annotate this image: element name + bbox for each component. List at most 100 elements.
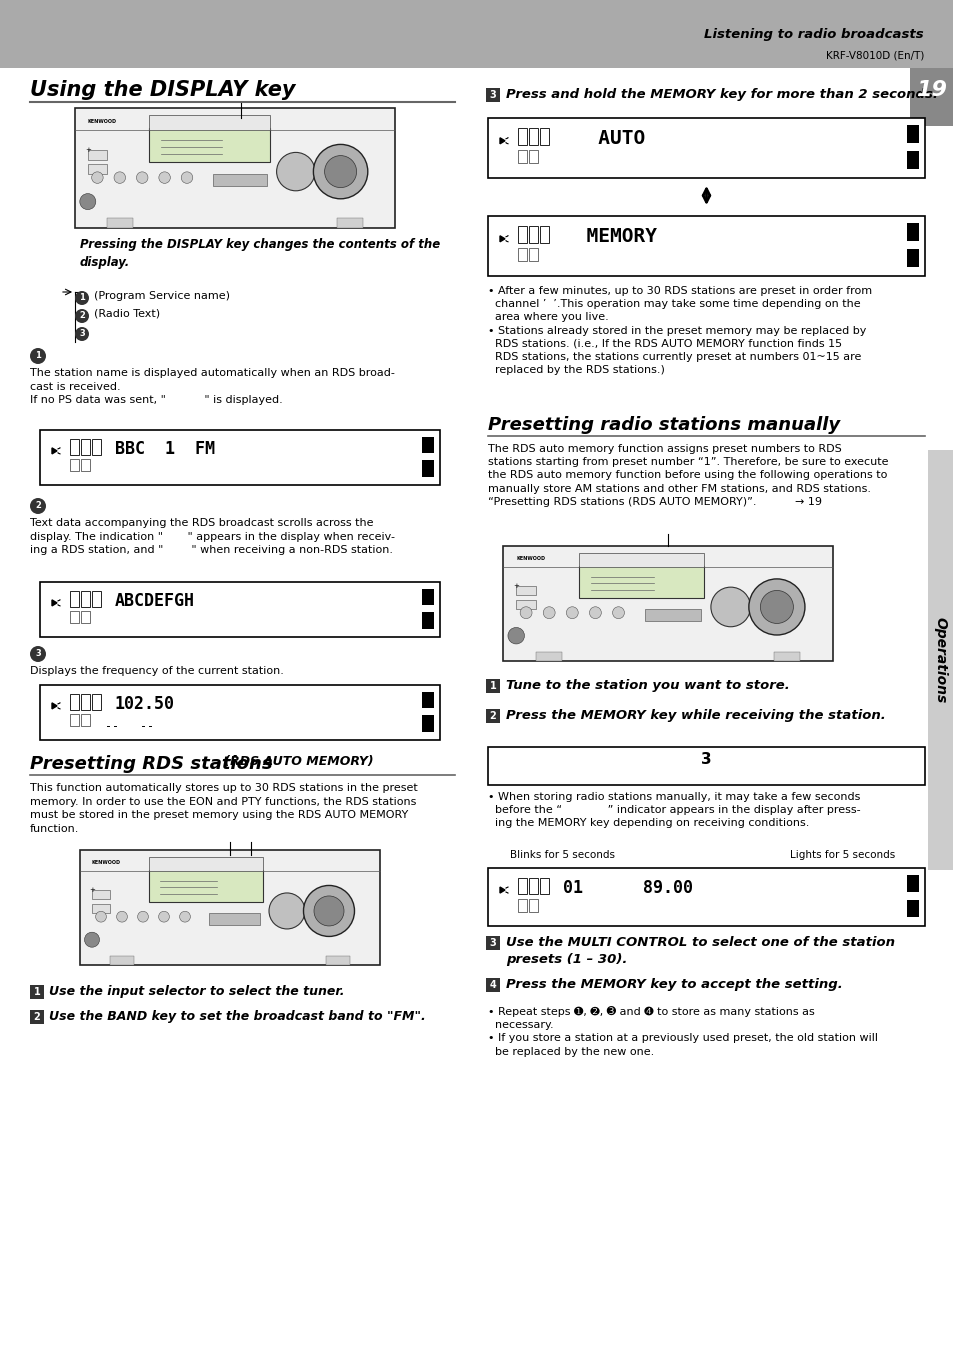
Bar xyxy=(326,955,350,965)
Bar xyxy=(529,226,537,243)
Circle shape xyxy=(269,893,305,929)
Circle shape xyxy=(519,607,532,619)
Text: KENWOOD: KENWOOD xyxy=(91,861,121,865)
Bar xyxy=(529,150,537,163)
Circle shape xyxy=(95,912,107,923)
Circle shape xyxy=(542,607,555,619)
Polygon shape xyxy=(52,600,57,605)
Bar xyxy=(337,219,363,228)
Bar xyxy=(81,611,90,623)
Circle shape xyxy=(80,193,95,209)
Bar xyxy=(488,216,924,276)
Text: Blinks for 5 seconds: Blinks for 5 seconds xyxy=(510,850,615,861)
Text: KRF-V8010D (En/T): KRF-V8010D (En/T) xyxy=(824,50,923,59)
Bar xyxy=(644,609,700,620)
Text: Tune to the station you want to store.: Tune to the station you want to store. xyxy=(505,680,789,692)
Bar xyxy=(80,850,379,965)
Bar xyxy=(529,247,537,261)
Text: 2: 2 xyxy=(33,1012,40,1021)
Circle shape xyxy=(75,327,89,340)
Text: (RDS AUTO MEMORY): (RDS AUTO MEMORY) xyxy=(220,755,374,767)
Bar xyxy=(485,936,499,950)
Text: (Radio Text): (Radio Text) xyxy=(94,309,160,319)
Bar xyxy=(91,592,101,607)
Text: 2: 2 xyxy=(35,501,41,511)
Bar xyxy=(517,898,526,912)
Text: Press the MEMORY key while receiving the station.: Press the MEMORY key while receiving the… xyxy=(505,709,884,721)
Text: Press the MEMORY key to accept the setting.: Press the MEMORY key to accept the setti… xyxy=(505,978,841,992)
Text: Using the DISPLAY key: Using the DISPLAY key xyxy=(30,80,295,100)
Bar xyxy=(517,150,526,163)
Bar xyxy=(81,439,90,455)
Bar xyxy=(81,592,90,607)
Circle shape xyxy=(324,155,356,188)
Text: MEMORY: MEMORY xyxy=(562,227,657,246)
Text: Presetting radio stations manually: Presetting radio stations manually xyxy=(488,416,840,434)
Bar xyxy=(149,870,263,901)
Text: Lights for 5 seconds: Lights for 5 seconds xyxy=(789,850,895,861)
Bar xyxy=(81,713,90,727)
Bar xyxy=(421,436,434,453)
Bar xyxy=(421,589,434,605)
Text: Pressing the DISPLAY key changes the contents of the
display.: Pressing the DISPLAY key changes the con… xyxy=(80,238,439,269)
Bar xyxy=(81,694,90,709)
Bar xyxy=(70,611,79,623)
Text: ABCDEFGH: ABCDEFGH xyxy=(115,592,194,611)
Text: 2: 2 xyxy=(79,312,85,320)
Bar xyxy=(517,128,526,145)
Bar xyxy=(516,586,536,596)
Text: Text data accompanying the RDS broadcast scrolls across the
display. The indicat: Text data accompanying the RDS broadcast… xyxy=(30,517,395,555)
Bar xyxy=(91,904,110,913)
Bar xyxy=(539,878,548,894)
Bar xyxy=(906,249,918,267)
Circle shape xyxy=(314,896,344,925)
Bar xyxy=(909,68,953,126)
Circle shape xyxy=(114,172,126,184)
Text: (Program Service name): (Program Service name) xyxy=(94,290,230,301)
Bar xyxy=(517,226,526,243)
Bar xyxy=(773,651,800,661)
Text: Operations: Operations xyxy=(933,617,947,703)
Text: 1: 1 xyxy=(35,351,41,361)
Text: 2: 2 xyxy=(489,711,496,721)
Circle shape xyxy=(158,172,171,184)
Bar xyxy=(40,430,439,485)
Bar xyxy=(88,150,107,159)
Bar xyxy=(529,878,537,894)
Bar xyxy=(502,546,832,661)
Text: 3: 3 xyxy=(489,91,496,100)
Circle shape xyxy=(612,607,624,619)
Bar xyxy=(91,890,110,900)
Bar xyxy=(70,592,79,607)
Bar xyxy=(906,126,918,143)
Text: The RDS auto memory function assigns preset numbers to RDS
stations starting fro: The RDS auto memory function assigns pre… xyxy=(488,444,887,507)
Text: • Repeat steps ➊, ➋, ➌ and ➍ to store as many stations as
  necessary.
• If you : • Repeat steps ➊, ➋, ➌ and ➍ to store as… xyxy=(488,1006,877,1056)
Text: Use the MULTI CONTROL to select one of the station
presets (1 – 30).: Use the MULTI CONTROL to select one of t… xyxy=(505,936,894,966)
Bar xyxy=(539,226,548,243)
Polygon shape xyxy=(499,888,504,893)
Text: KENWOOD: KENWOOD xyxy=(516,557,544,561)
Bar xyxy=(40,685,439,740)
Circle shape xyxy=(181,172,193,184)
Text: Use the input selector to select the tuner.: Use the input selector to select the tun… xyxy=(49,985,344,998)
Bar xyxy=(421,612,434,628)
Text: 4: 4 xyxy=(489,979,496,990)
Bar xyxy=(30,1011,44,1024)
Circle shape xyxy=(314,145,368,199)
Bar xyxy=(30,985,44,998)
Polygon shape xyxy=(52,703,57,709)
Bar xyxy=(0,0,953,68)
Circle shape xyxy=(748,578,804,635)
Bar xyxy=(529,898,537,912)
Circle shape xyxy=(566,607,578,619)
Text: +: + xyxy=(513,584,518,589)
Bar xyxy=(539,128,548,145)
Bar xyxy=(488,867,924,925)
Bar xyxy=(488,118,924,178)
Bar xyxy=(91,694,101,709)
Circle shape xyxy=(85,932,99,947)
Circle shape xyxy=(303,885,355,936)
Bar xyxy=(906,900,918,917)
Bar xyxy=(88,165,107,174)
Circle shape xyxy=(91,172,103,184)
